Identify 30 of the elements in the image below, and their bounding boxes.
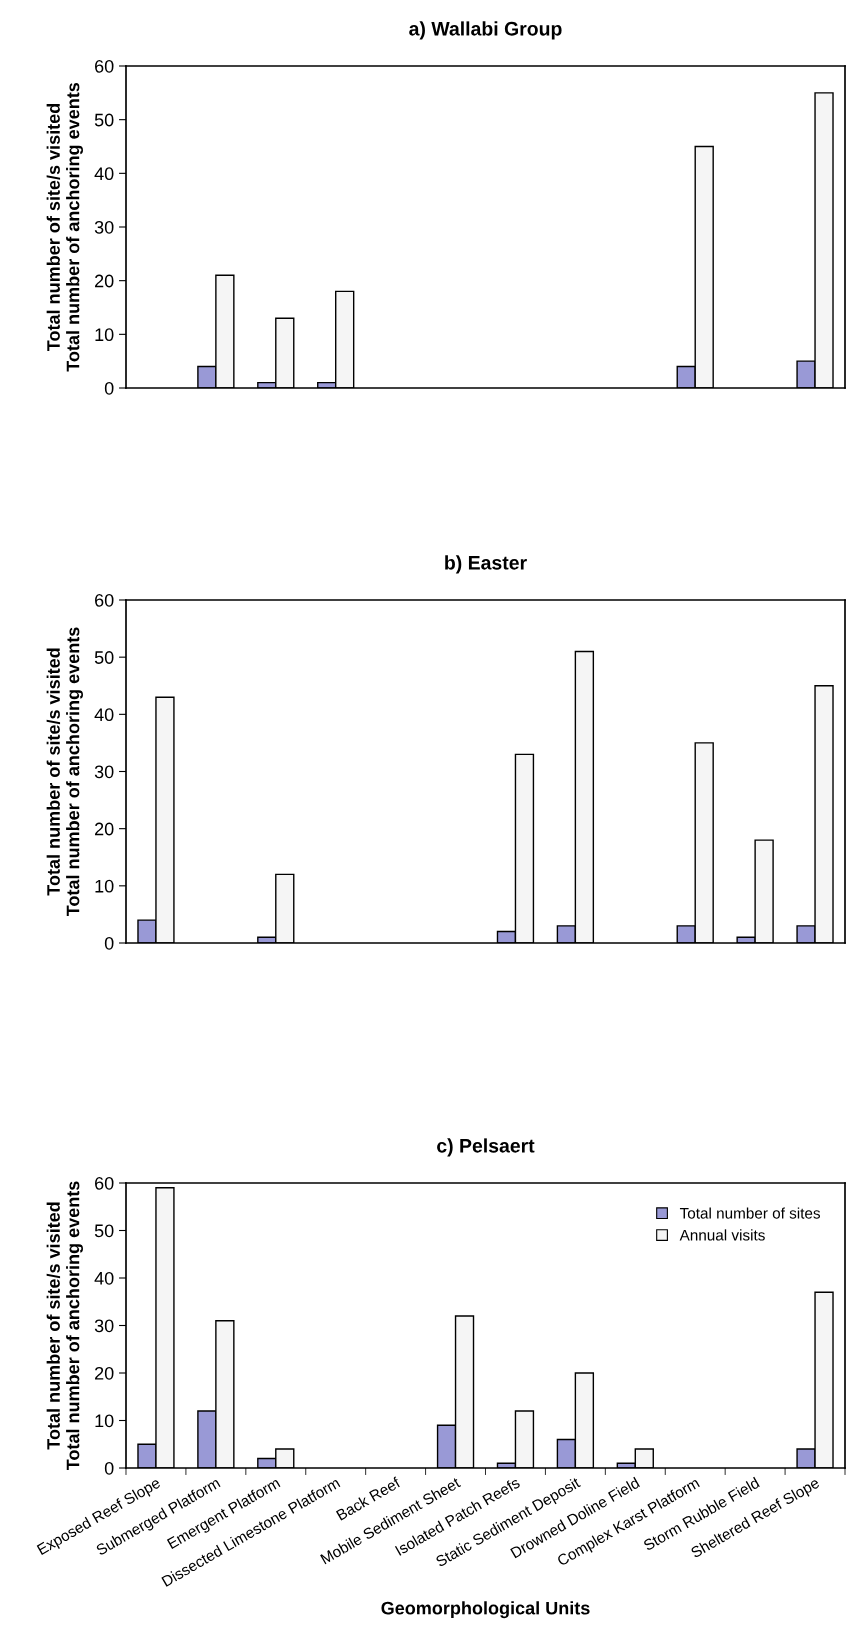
y-tick-label: 10 bbox=[95, 1414, 114, 1428]
y-tick-label: 0 bbox=[104, 381, 114, 395]
chart-title: c) Pelsaert bbox=[437, 1138, 535, 1157]
y-tick-label: 50 bbox=[94, 651, 114, 664]
y-tick-label: 0 bbox=[104, 1461, 114, 1475]
chart-title: a) Wallabi Group bbox=[409, 21, 562, 40]
y-tick-label: 20 bbox=[95, 1366, 114, 1380]
y-tick-label: 40 bbox=[94, 1271, 114, 1285]
y-axis-title: Total number of site/s visited Total number of anchoring events bbox=[46, 82, 83, 372]
y-tick-label: 10 bbox=[95, 879, 114, 893]
x-axis-title: Geomorphological Units bbox=[381, 1601, 590, 1619]
y-tick-label: 40 bbox=[94, 167, 114, 181]
y-axis-title: Total number of site/s visited Total number of anchoring events bbox=[46, 627, 83, 917]
y-tick-label: 20 bbox=[95, 274, 114, 288]
y-tick-label: 60 bbox=[95, 1176, 114, 1190]
y-tick-label: 50 bbox=[94, 113, 114, 127]
y-tick-label: 40 bbox=[94, 708, 114, 722]
legend-label: Annual visits bbox=[679, 1229, 765, 1241]
y-tick-label: 20 bbox=[95, 822, 114, 836]
y-axis-title: Total number of site/s visited Total number of anchoring events bbox=[46, 1181, 83, 1471]
y-tick-label: 30 bbox=[94, 765, 114, 779]
y-tick-label: 50 bbox=[94, 1224, 114, 1238]
y-tick-label: 0 bbox=[104, 936, 114, 950]
y-tick-label: 10 bbox=[95, 328, 114, 342]
y-tick-label: 30 bbox=[94, 220, 114, 234]
chart-title: b) Easter bbox=[445, 555, 527, 574]
legend-label: Total number of sites bbox=[679, 1207, 821, 1219]
y-tick-label: 60 bbox=[95, 59, 114, 73]
y-tick-label: 30 bbox=[94, 1319, 114, 1333]
y-tick-label: 60 bbox=[95, 593, 114, 607]
